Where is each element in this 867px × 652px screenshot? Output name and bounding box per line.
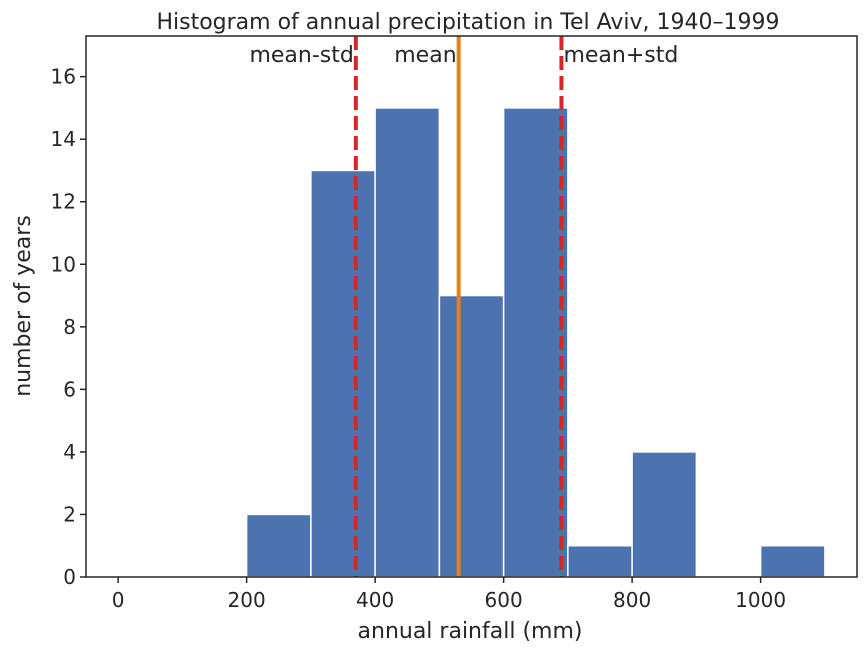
y-tick-label-5: 10 bbox=[51, 252, 76, 276]
reference-lines-group: mean-std mean mean+std bbox=[249, 36, 678, 577]
chart-title: Histogram of annual precipitation in Tel… bbox=[156, 10, 779, 35]
histogram-bar-2 bbox=[245, 513, 312, 578]
x-tick-label-1: 200 bbox=[228, 588, 266, 612]
histogram-bar-8 bbox=[631, 451, 698, 578]
x-tick-label-2: 400 bbox=[356, 588, 394, 612]
reference-line-label-0: mean-std bbox=[249, 43, 353, 68]
x-tick-label-4: 800 bbox=[613, 588, 651, 612]
y-axis-ticks: 0 2 4 6 8 10 12 14 16 bbox=[51, 65, 86, 589]
x-tick-label-3: 600 bbox=[485, 588, 523, 612]
reference-line-label-2: mean+std bbox=[563, 43, 678, 68]
y-tick-label-3: 6 bbox=[63, 377, 76, 401]
y-tick-label-1: 2 bbox=[63, 502, 76, 526]
y-tick-label-8: 16 bbox=[51, 65, 76, 89]
reference-line-label-1: mean bbox=[394, 43, 456, 68]
histogram-bar-7 bbox=[567, 544, 633, 578]
y-tick-label-6: 12 bbox=[51, 190, 76, 214]
x-axis-label: annual rainfall (mm) bbox=[358, 619, 583, 644]
x-tick-label-0: 0 bbox=[112, 588, 125, 612]
plot-frame bbox=[85, 35, 858, 578]
x-axis-ticks: 0 200 400 600 800 1000 bbox=[112, 577, 786, 612]
y-tick-label-2: 4 bbox=[63, 440, 76, 464]
histogram-bar-10 bbox=[759, 544, 826, 578]
bars-group bbox=[245, 107, 826, 578]
x-tick-label-5: 1000 bbox=[735, 588, 786, 612]
histogram-bar-4 bbox=[374, 107, 441, 578]
histogram-bar-6 bbox=[502, 107, 569, 578]
y-tick-label-0: 0 bbox=[63, 565, 76, 589]
histogram-bar-5 bbox=[438, 294, 505, 578]
y-tick-label-7: 14 bbox=[51, 127, 76, 151]
y-tick-label-4: 8 bbox=[63, 315, 76, 339]
histogram-bar-3 bbox=[310, 169, 376, 578]
y-axis-label: number of years bbox=[11, 215, 36, 397]
